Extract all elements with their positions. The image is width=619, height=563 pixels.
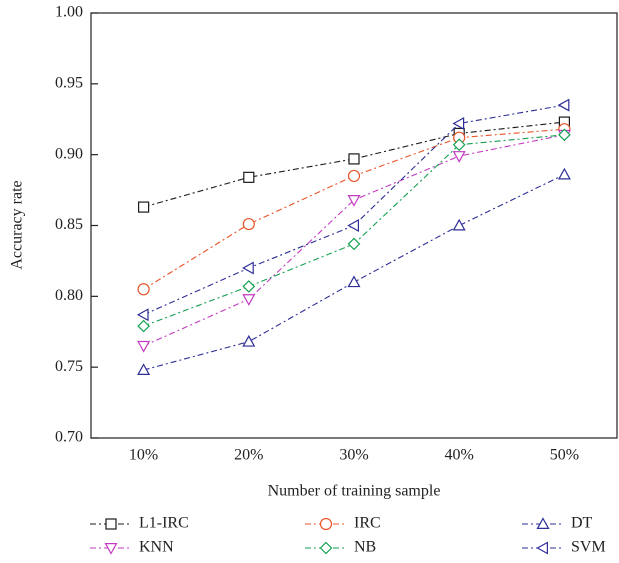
- point: [242, 261, 254, 275]
- point: [557, 167, 571, 180]
- y-tick-label: 0.75: [55, 358, 83, 375]
- point: [138, 201, 150, 213]
- point: [136, 308, 149, 322]
- y-tick-label: 0.80: [55, 287, 83, 304]
- point: [452, 218, 466, 231]
- y-tick-label: 0.85: [55, 216, 83, 233]
- x-axis-label: Number of training sample: [268, 483, 441, 500]
- point: [243, 171, 255, 183]
- point: [137, 363, 151, 375]
- y-tick-label: 1.00: [55, 4, 83, 21]
- legend-marker: [319, 541, 333, 555]
- x-tick-label: 50%: [550, 447, 579, 464]
- series-line: [143, 128, 565, 290]
- legend-marker: [104, 542, 118, 555]
- x-tick-label: 20%: [234, 447, 263, 464]
- legend-label: SVM: [571, 539, 606, 556]
- legend-marker: [319, 517, 333, 531]
- legend-label: KNN: [139, 539, 174, 556]
- point: [452, 138, 466, 152]
- point: [452, 151, 466, 163]
- point: [347, 169, 361, 183]
- series-line: [143, 121, 565, 208]
- point: [348, 153, 360, 165]
- x-tick-label: 40%: [445, 447, 474, 464]
- point: [242, 217, 255, 231]
- point: [452, 116, 465, 131]
- legend-label: IRC: [354, 515, 381, 532]
- y-axis-label: Accuracy rate: [9, 180, 26, 269]
- point: [558, 128, 571, 142]
- point: [137, 340, 151, 353]
- legend-label: DT: [571, 515, 593, 532]
- point: [557, 98, 570, 112]
- y-tick-label: 0.95: [55, 75, 83, 92]
- legend-marker: [536, 541, 549, 555]
- point: [242, 334, 256, 347]
- y-tick-label: 0.70: [55, 429, 83, 446]
- legend-marker: [105, 518, 117, 530]
- point: [137, 283, 150, 296]
- point: [242, 280, 256, 293]
- legend-marker: [536, 517, 550, 530]
- x-tick-label: 10%: [129, 447, 158, 464]
- y-tick-label: 0.90: [55, 145, 83, 162]
- series-line: [143, 134, 565, 347]
- point: [347, 195, 361, 207]
- legend-label: L1-IRC: [139, 515, 189, 532]
- point: [242, 294, 256, 306]
- point: [347, 237, 361, 251]
- point: [347, 275, 361, 288]
- point: [347, 218, 359, 233]
- x-tick-label: 30%: [339, 447, 368, 464]
- legend-label: NB: [354, 539, 376, 556]
- point: [137, 319, 150, 333]
